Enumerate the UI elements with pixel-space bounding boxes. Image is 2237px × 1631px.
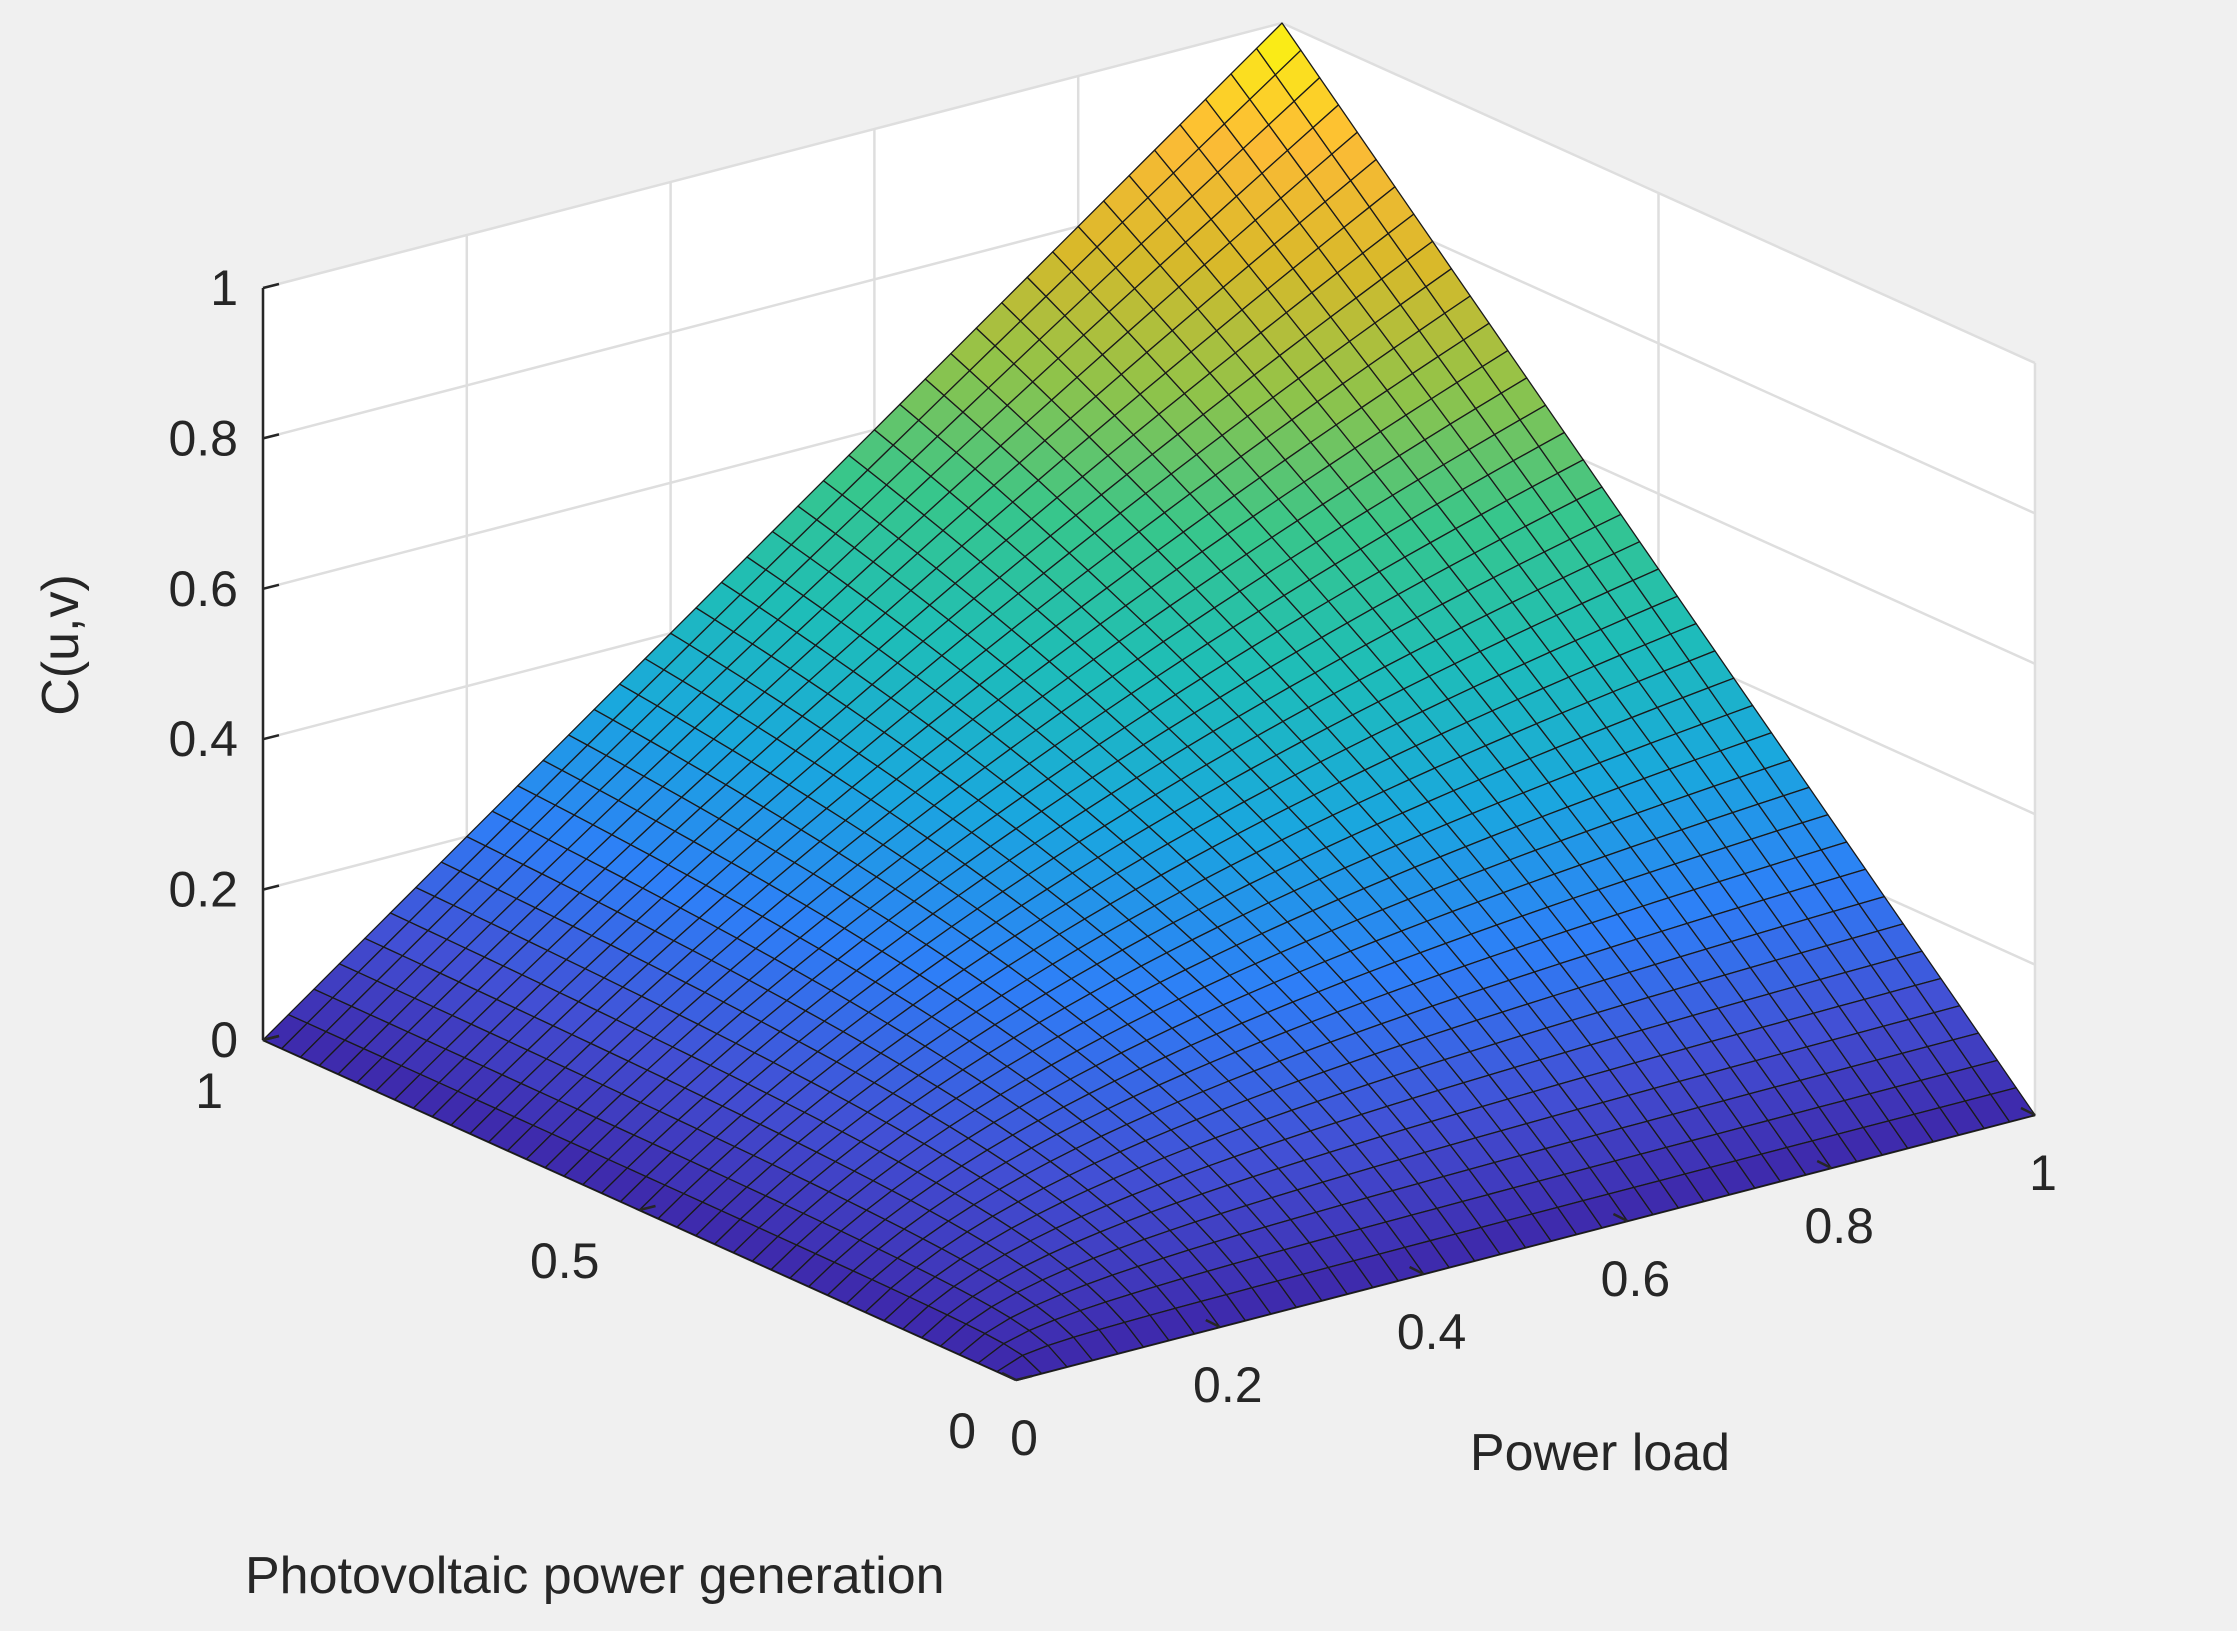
x-tick-label: 0.8 xyxy=(1804,1198,1874,1254)
z-axis-label: C(u,v) xyxy=(32,574,90,716)
x-tick-label: 0.4 xyxy=(1397,1304,1467,1360)
grid-line xyxy=(262,21,1283,290)
x-tick-mark xyxy=(1205,1318,1221,1329)
z-tick-mark xyxy=(262,884,280,891)
surface-mesh xyxy=(262,22,2036,1381)
x-tick-label: 0 xyxy=(1010,1410,1038,1466)
z-tick-mark xyxy=(262,282,280,290)
y-tick-mark xyxy=(639,1204,656,1212)
z-tick-label: 0.6 xyxy=(168,561,238,617)
z-tick-label: 1 xyxy=(210,260,238,316)
z-tick-label: 0.4 xyxy=(168,711,238,767)
x-tick-mark xyxy=(1612,1212,1628,1223)
y-tick-label: 1 xyxy=(195,1063,223,1119)
z-tick-mark xyxy=(262,433,280,440)
grid-line xyxy=(1281,21,2036,365)
surface-patch xyxy=(1990,1087,2036,1123)
x-tick-label: 0.6 xyxy=(1601,1251,1671,1307)
y-tick-label: 0 xyxy=(948,1403,976,1459)
x-tick-mark xyxy=(1409,1265,1425,1276)
y-tick-mark xyxy=(262,1034,280,1042)
x-tick-label: 0.2 xyxy=(1193,1357,1263,1413)
x-tick-label: 1 xyxy=(2029,1145,2057,1201)
z-tick-label: 0 xyxy=(210,1012,238,1068)
y-axis-label: Photovoltaic power generation xyxy=(245,1547,945,1605)
x-tick-mark xyxy=(1816,1159,1832,1170)
x-axis-label: Power load xyxy=(1470,1424,1730,1482)
z-tick-label: 0.2 xyxy=(168,862,238,918)
y-tick-label: 0.5 xyxy=(530,1233,600,1289)
y-tick-mark xyxy=(1015,1374,1033,1382)
x-tick-mark xyxy=(2020,1106,2036,1117)
z-tick-mark xyxy=(262,583,280,591)
z-tick-label: 0.8 xyxy=(168,410,238,466)
z-tick-mark xyxy=(262,733,280,741)
x-tick-mark xyxy=(1001,1371,1017,1382)
